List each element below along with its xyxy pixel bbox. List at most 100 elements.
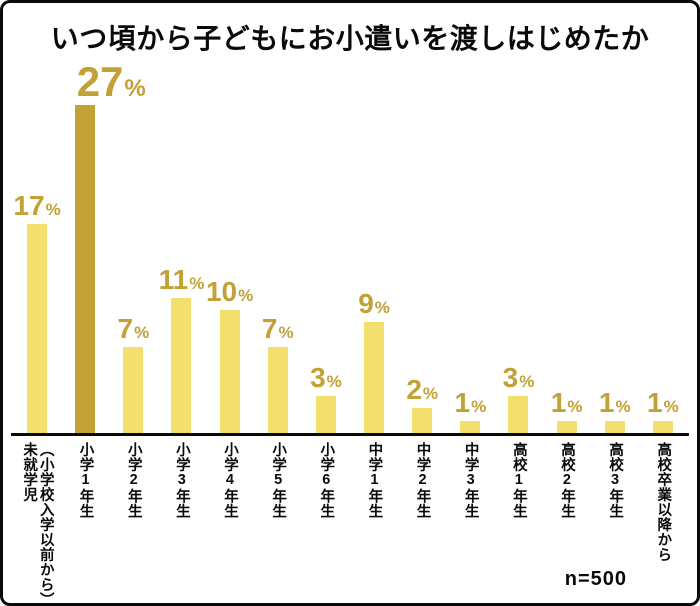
category-cell: 中学2年生 xyxy=(398,442,446,603)
bar xyxy=(652,421,673,433)
value-unit: % xyxy=(238,286,254,305)
bars-area: 17% 27% 7% 11% 10% 7% 3% 9% 2% 1% 3% 1% 1% 1% xyxy=(11,61,689,436)
value-number: 1 xyxy=(598,387,615,418)
value-number: 7 xyxy=(261,313,278,344)
category-cell: 高校卒業以降から xyxy=(639,442,687,603)
category-cell: 小学4年生 xyxy=(206,442,254,603)
bar-column: 11% xyxy=(157,61,205,433)
value-unit: % xyxy=(615,397,631,416)
category-cell: 小学2年生 xyxy=(109,442,157,603)
category-label: 小学1年生 xyxy=(77,442,94,519)
value-unit: % xyxy=(189,274,205,293)
bar xyxy=(267,347,288,433)
category-cell: 中学3年生 xyxy=(446,442,494,603)
category-cell: 小学1年生 xyxy=(61,442,109,603)
bar xyxy=(556,421,577,433)
value-label: 1% xyxy=(551,389,583,417)
value-number: 9 xyxy=(358,288,374,319)
value-unit: % xyxy=(326,372,342,391)
value-number: 11 xyxy=(158,264,189,295)
value-label: 3% xyxy=(503,364,535,392)
category-label: 小学4年生 xyxy=(221,442,238,519)
category-label: 小学5年生 xyxy=(270,442,287,519)
category-label: 小学6年生 xyxy=(318,442,335,519)
bar xyxy=(27,224,48,433)
value-label: 1% xyxy=(599,389,631,417)
category-label: 高校3年生 xyxy=(607,442,624,519)
category-cell: 中学1年生 xyxy=(350,442,398,603)
bar-column: 10% xyxy=(206,61,254,433)
value-number: 27 xyxy=(76,58,124,105)
value-label: 17% xyxy=(13,192,60,220)
category-cell: 小学3年生 xyxy=(157,442,205,603)
bar xyxy=(364,322,385,433)
value-number: 3 xyxy=(502,362,519,393)
value-unit: % xyxy=(663,397,679,416)
category-label: 未就学児 （小学校入学以前から） xyxy=(21,442,54,606)
category-label: 高校2年生 xyxy=(558,442,575,519)
value-number: 7 xyxy=(117,313,134,344)
category-cell: 高校2年生 xyxy=(543,442,591,603)
value-unit: % xyxy=(124,75,146,102)
value-unit: % xyxy=(422,384,439,403)
category-label: 高校卒業以降から xyxy=(655,442,672,562)
category-label: 中学3年生 xyxy=(462,442,479,519)
value-label: 27% xyxy=(77,61,146,103)
chart-title: いつ頃から子どもにお小遣いを渡しはじめたか xyxy=(50,23,650,54)
bar-highlight xyxy=(75,105,96,433)
category-label: 中学2年生 xyxy=(414,442,431,519)
bar-column: 17% xyxy=(13,61,61,433)
bar-column: 7% xyxy=(254,61,302,433)
value-number: 17 xyxy=(13,190,45,221)
bar-column: 9% xyxy=(350,61,398,433)
value-number: 3 xyxy=(310,362,326,393)
value-label: 3% xyxy=(310,364,342,392)
bar-column: 1% xyxy=(591,61,639,433)
value-label: 11% xyxy=(159,266,205,294)
value-label: 2% xyxy=(406,376,438,404)
sample-size-label: n=500 xyxy=(564,568,627,590)
bar-column: 27% xyxy=(61,61,146,433)
category-cell: 小学6年生 xyxy=(302,442,350,603)
value-unit: % xyxy=(134,323,150,342)
category-label: 中学1年生 xyxy=(366,442,383,519)
value-unit: % xyxy=(567,397,583,416)
bar-column: 7% xyxy=(109,61,157,433)
value-unit: % xyxy=(45,200,61,219)
value-label: 1% xyxy=(454,389,486,417)
bar xyxy=(604,421,625,433)
bar xyxy=(412,408,433,433)
value-unit: % xyxy=(471,397,487,416)
bar xyxy=(171,298,192,433)
category-label: 小学3年生 xyxy=(173,442,190,519)
value-number: 2 xyxy=(406,374,422,405)
bar-column: 3% xyxy=(494,61,542,433)
category-cell: 高校1年生 xyxy=(494,442,542,603)
value-label: 9% xyxy=(358,290,390,318)
bar-column: 1% xyxy=(543,61,591,433)
value-number: 1 xyxy=(647,387,663,418)
bar-column: 3% xyxy=(302,61,350,433)
value-number: 1 xyxy=(550,387,567,418)
value-number: 10 xyxy=(205,276,238,307)
category-labels: 未就学児 （小学校入学以前から） 小学1年生 小学2年生 小学3年生 小学4年生 小学5年… xyxy=(11,436,689,606)
bar xyxy=(123,347,144,433)
bar-column: 1% xyxy=(639,61,687,433)
bar xyxy=(460,421,481,433)
category-label: 小学2年生 xyxy=(125,442,142,519)
value-label: 1% xyxy=(647,389,679,417)
category-label: 高校1年生 xyxy=(510,442,527,519)
value-unit: % xyxy=(374,298,390,317)
bar-column: 2% xyxy=(398,61,446,433)
bar xyxy=(219,310,240,433)
value-label: 7% xyxy=(118,315,150,343)
category-cell: 高校3年生 xyxy=(591,442,639,603)
bar-column: 1% xyxy=(446,61,494,433)
category-cell: 未就学児 （小学校入学以前から） xyxy=(13,442,61,606)
bar xyxy=(508,396,529,433)
value-label: 10% xyxy=(206,278,253,306)
value-unit: % xyxy=(278,323,294,342)
value-unit: % xyxy=(519,372,535,391)
bar xyxy=(315,396,336,433)
